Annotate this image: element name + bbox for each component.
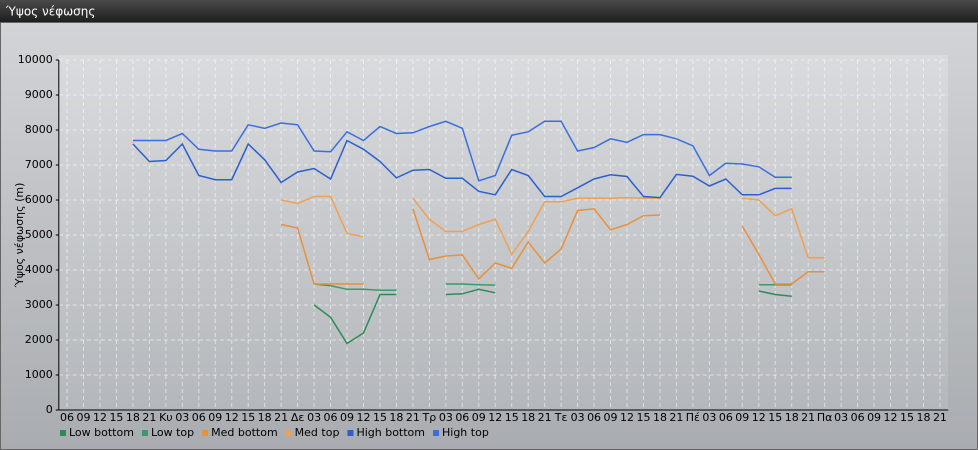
- x-tick-label: 21: [538, 411, 552, 424]
- y-tick-label: 0: [46, 403, 53, 416]
- x-tick-label: 06: [455, 411, 469, 424]
- legend-label: High bottom: [356, 426, 425, 439]
- x-tick-label: 18: [785, 411, 799, 424]
- x-tick-label: 18: [389, 411, 403, 424]
- x-tick-label: 12: [93, 411, 107, 424]
- x-tick-label: 21: [669, 411, 683, 424]
- x-tick-label: 18: [126, 411, 140, 424]
- x-tick-label: 21: [142, 411, 156, 424]
- y-tick-label: 2000: [25, 333, 53, 346]
- legend-label: Med bottom: [211, 426, 278, 439]
- x-tick-label: 03: [175, 411, 189, 424]
- x-tick-label: 15: [900, 411, 914, 424]
- x-tick-label: 15: [373, 411, 387, 424]
- x-tick-label: 12: [356, 411, 370, 424]
- legend-swatch: [60, 430, 66, 436]
- x-tick-label: 06: [60, 411, 74, 424]
- legend-label: High top: [442, 426, 489, 439]
- legend-swatch: [433, 430, 439, 436]
- x-tick-label: 09: [472, 411, 486, 424]
- x-tick-label: 09: [867, 411, 881, 424]
- legend-label: Low bottom: [69, 426, 134, 439]
- x-tick-label: 18: [521, 411, 535, 424]
- y-tick-label: 5000: [25, 228, 53, 241]
- x-tick-label: 03: [834, 411, 848, 424]
- x-tick-label: 09: [77, 411, 91, 424]
- series-line: [132, 139, 792, 199]
- x-tick-label: 15: [505, 411, 519, 424]
- x-tick-label: 18: [916, 411, 930, 424]
- x-tick-label: 06: [192, 411, 206, 424]
- x-tick-label: 09: [208, 411, 222, 424]
- x-tick-label: 09: [735, 411, 749, 424]
- series-line: [132, 120, 792, 182]
- x-tick-label: 21: [274, 411, 288, 424]
- y-tick-label: 3000: [25, 298, 53, 311]
- x-tick-label: 06: [851, 411, 865, 424]
- x-tick-label: 09: [604, 411, 618, 424]
- x-tick-label: 12: [620, 411, 634, 424]
- x-tick-label: 12: [225, 411, 239, 424]
- y-tick-label: 8000: [25, 123, 53, 136]
- legend-swatch: [141, 430, 148, 436]
- x-tick-label: 03: [307, 411, 321, 424]
- y-tick-label: 10000: [18, 53, 53, 66]
- x-tick-label: 06: [587, 411, 601, 424]
- window-title: Ύψος νέφωσης: [5, 5, 95, 19]
- series-line: [280, 195, 825, 259]
- y-tick-label: 1000: [25, 368, 53, 381]
- title-bar: [0, 0, 978, 22]
- x-tick-label: 21: [406, 411, 420, 424]
- x-tick-label: Τε: [554, 411, 568, 424]
- legend-swatch: [202, 430, 209, 436]
- y-tick-label: 6000: [25, 193, 53, 206]
- x-tick-label: Πα: [817, 411, 833, 424]
- x-tick-label: 15: [109, 411, 123, 424]
- x-tick-label: Πέ: [686, 411, 700, 424]
- legend-label: Low top: [151, 426, 194, 439]
- x-tick-label: 15: [241, 411, 255, 424]
- x-tick-label: 03: [571, 411, 585, 424]
- legend-swatch: [347, 430, 354, 436]
- x-tick-label: Δε: [291, 411, 305, 424]
- x-tick-label: 06: [324, 411, 338, 424]
- x-tick-label: 12: [488, 411, 502, 424]
- legend-swatch: [285, 430, 292, 436]
- x-tick-label: 18: [258, 411, 272, 424]
- y-tick-label: 7000: [25, 158, 53, 171]
- series-line: [280, 208, 825, 285]
- x-tick-label: 15: [636, 411, 650, 424]
- x-tick-label: 18: [653, 411, 667, 424]
- x-tick-label: 09: [340, 411, 354, 424]
- x-tick-label: 06: [719, 411, 733, 424]
- y-axis-label: Ύψος νέφωσης (m): [13, 183, 26, 289]
- x-tick-label: 21: [933, 411, 947, 424]
- x-tick-label: 03: [439, 411, 453, 424]
- legend-label: Med top: [295, 426, 340, 439]
- x-tick-label: Κυ: [159, 411, 173, 424]
- x-tick-label: 12: [884, 411, 898, 424]
- series-line: [313, 288, 792, 345]
- x-tick-label: Τρ: [422, 411, 437, 424]
- y-tick-label: 9000: [25, 88, 53, 101]
- x-tick-label: 15: [768, 411, 782, 424]
- x-tick-label: 03: [702, 411, 716, 424]
- y-tick-label: 4000: [25, 263, 53, 276]
- x-tick-label: 21: [801, 411, 815, 424]
- plot-area: [58, 55, 948, 410]
- x-tick-label: 12: [752, 411, 766, 424]
